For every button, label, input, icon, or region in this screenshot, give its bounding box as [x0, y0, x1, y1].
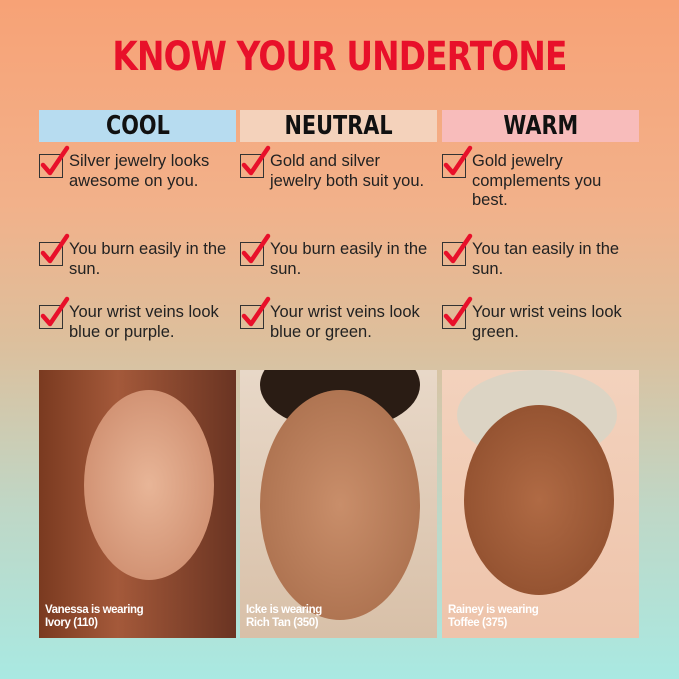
page-title: KNOW YOUR UNDERTONE — [112, 34, 567, 80]
checkbox-checked-icon — [442, 233, 473, 266]
photo-caption: Vanessa is wearing Ivory (110) — [45, 604, 144, 629]
list-item: Your wrist veins look blue or green. — [240, 296, 430, 342]
item-text: Gold and silver jewelry both suit you. — [270, 152, 425, 190]
photo-rainey: Rainey is wearing Toffee (375) — [442, 370, 639, 638]
item-text: Gold jewelry complements you best. — [472, 152, 602, 209]
list-item: Gold and silver jewelry both suit you. — [240, 145, 430, 191]
item-text: You burn easily in the sun. — [270, 240, 428, 278]
column-warm: WARM Gold jewelry complements you best. … — [442, 110, 639, 341]
column-neutral: NEUTRAL Gold and silver jewelry both sui… — [240, 110, 437, 341]
item-text: Your wrist veins look blue or purple. — [69, 303, 219, 341]
item-text: Silver jewelry looks awesome on you. — [69, 152, 210, 190]
photo-icke: Icke is wearing Rich Tan (350) — [240, 370, 437, 638]
list-item: Your wrist veins look green. — [442, 296, 632, 342]
photo-caption: Rainey is wearing Toffee (375) — [448, 604, 539, 629]
checkbox-checked-icon — [39, 296, 70, 329]
checkbox-checked-icon — [39, 145, 70, 178]
list-item: Your wrist veins look blue or purple. — [39, 296, 229, 342]
checkbox-checked-icon — [240, 145, 271, 178]
item-text: You burn easily in the sun. — [69, 240, 227, 278]
photo-caption: Icke is wearing Rich Tan (350) — [246, 604, 322, 629]
column-header: COOL — [39, 110, 236, 142]
checkbox-checked-icon — [442, 296, 473, 329]
checkbox-checked-icon — [240, 233, 271, 266]
column-header: WARM — [442, 110, 639, 142]
list-item: You burn easily in the sun. — [240, 233, 430, 279]
item-text: Your wrist veins look blue or green. — [270, 303, 420, 341]
photo-vanessa: Vanessa is wearing Ivory (110) — [39, 370, 236, 638]
item-text: You tan easily in the sun. — [472, 240, 620, 278]
list-item: Gold jewelry complements you best. — [442, 145, 632, 211]
checkbox-checked-icon — [240, 296, 271, 329]
list-item: Silver jewelry looks awesome on you. — [39, 145, 229, 191]
column-header: NEUTRAL — [240, 110, 437, 142]
list-item: You burn easily in the sun. — [39, 233, 229, 279]
column-cool: COOL Silver jewelry looks awesome on you… — [39, 110, 236, 341]
checkbox-checked-icon — [442, 145, 473, 178]
list-item: You tan easily in the sun. — [442, 233, 632, 279]
item-text: Your wrist veins look green. — [472, 303, 622, 341]
checkbox-checked-icon — [39, 233, 70, 266]
